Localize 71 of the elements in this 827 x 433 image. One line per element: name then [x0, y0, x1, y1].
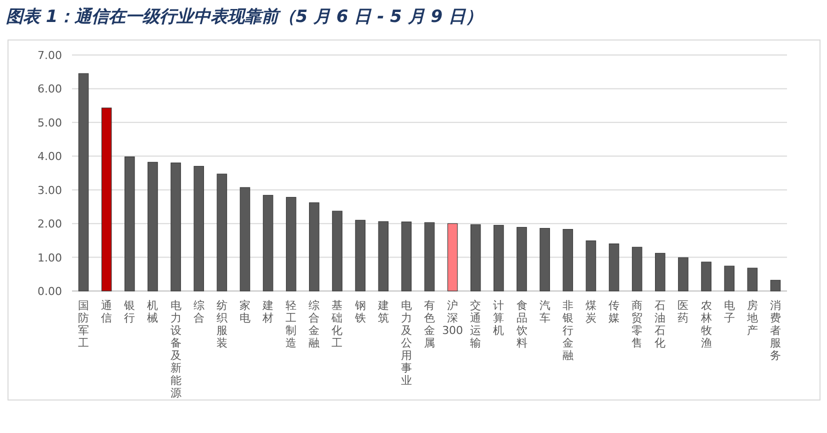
- x-tick-label: 机械: [147, 299, 158, 324]
- x-tick-label: 医药: [678, 299, 689, 324]
- y-tick-label: 4.00: [38, 150, 62, 164]
- y-tick-label: 5.00: [38, 116, 62, 130]
- x-tick-label: 国防军工: [78, 299, 90, 350]
- x-tick-label: 传媒: [608, 299, 620, 324]
- y-tick-label: 2.00: [38, 218, 62, 231]
- bar: [240, 187, 250, 292]
- bar: [724, 266, 734, 292]
- bar: [540, 228, 550, 292]
- x-tick-label: 沪深300: [442, 299, 464, 337]
- x-tick-label: 银行: [123, 299, 136, 324]
- bar: [101, 108, 112, 292]
- bar: [655, 252, 666, 292]
- chart-title: 图表 1：通信在一级行业中表现靠前（5 月 6 日 - 5 月 9 日）: [6, 7, 482, 27]
- x-tick-label: 有色金属: [424, 299, 435, 350]
- x-tick-label: 基础化工: [330, 299, 343, 350]
- bar: [148, 162, 158, 292]
- bar: [124, 156, 135, 292]
- bar: [216, 174, 228, 292]
- bar: [747, 268, 758, 292]
- y-tick-label: 6.00: [38, 82, 62, 96]
- y-tick-label: 7.00: [38, 49, 62, 62]
- x-tick-label: 房地产: [746, 299, 758, 337]
- y-tick-label: 3.00: [38, 184, 62, 197]
- x-tick-label: 建材: [262, 299, 274, 324]
- x-tick-label: 纺织服装: [216, 299, 228, 350]
- y-tick-label: 0.00: [38, 285, 62, 298]
- bar: [608, 244, 620, 292]
- bar: [286, 196, 296, 292]
- bar: [309, 202, 320, 292]
- bar: [424, 222, 435, 292]
- x-tick-label: 计算机: [493, 299, 504, 337]
- x-tick-label: 非银行金融: [561, 299, 574, 362]
- bar: [262, 194, 274, 292]
- x-tick-label: 食品饮料: [515, 299, 528, 350]
- x-tick-label: 交通运输: [470, 299, 482, 350]
- bar: [194, 166, 204, 292]
- x-tick-label: 电子: [724, 299, 735, 324]
- bar: [562, 229, 574, 292]
- bar: [78, 73, 89, 292]
- x-tick-label: 家电: [239, 299, 250, 324]
- bar: [770, 280, 781, 292]
- x-tick-label: 电力设备及新能源: [170, 299, 182, 400]
- x-tick-label: 轻工制造: [286, 299, 297, 350]
- x-tick-label: 通信: [101, 299, 112, 324]
- bar: [632, 246, 642, 292]
- x-tick-label: 建筑: [376, 299, 389, 324]
- bar: [470, 224, 481, 292]
- x-tick-label: 石油石化: [654, 299, 666, 350]
- x-tick-label: 商贸零售: [632, 299, 643, 350]
- x-tick-label: 消费者服务: [770, 299, 781, 362]
- x-tick-label: 钢铁: [354, 299, 366, 324]
- bar: [701, 262, 712, 292]
- x-tick-label: 电力及公用事业: [400, 299, 412, 387]
- x-tick-label: 农林牧渔: [700, 299, 712, 350]
- bar: [586, 240, 596, 292]
- bar: [401, 222, 412, 292]
- bar: [678, 257, 688, 292]
- bar: [516, 226, 527, 292]
- bar: [494, 224, 504, 292]
- x-tick-label: 汽车: [539, 299, 550, 324]
- bar: [355, 220, 366, 292]
- y-tick-label: 1.00: [38, 251, 62, 264]
- x-tick-label: 综合: [193, 299, 204, 324]
- x-tick-label: 综合金融: [308, 299, 320, 350]
- x-tick-label: 煤炭: [585, 299, 596, 324]
- bar: [332, 210, 342, 292]
- bar: [447, 223, 458, 292]
- bar: [378, 221, 389, 292]
- bar: [170, 162, 181, 292]
